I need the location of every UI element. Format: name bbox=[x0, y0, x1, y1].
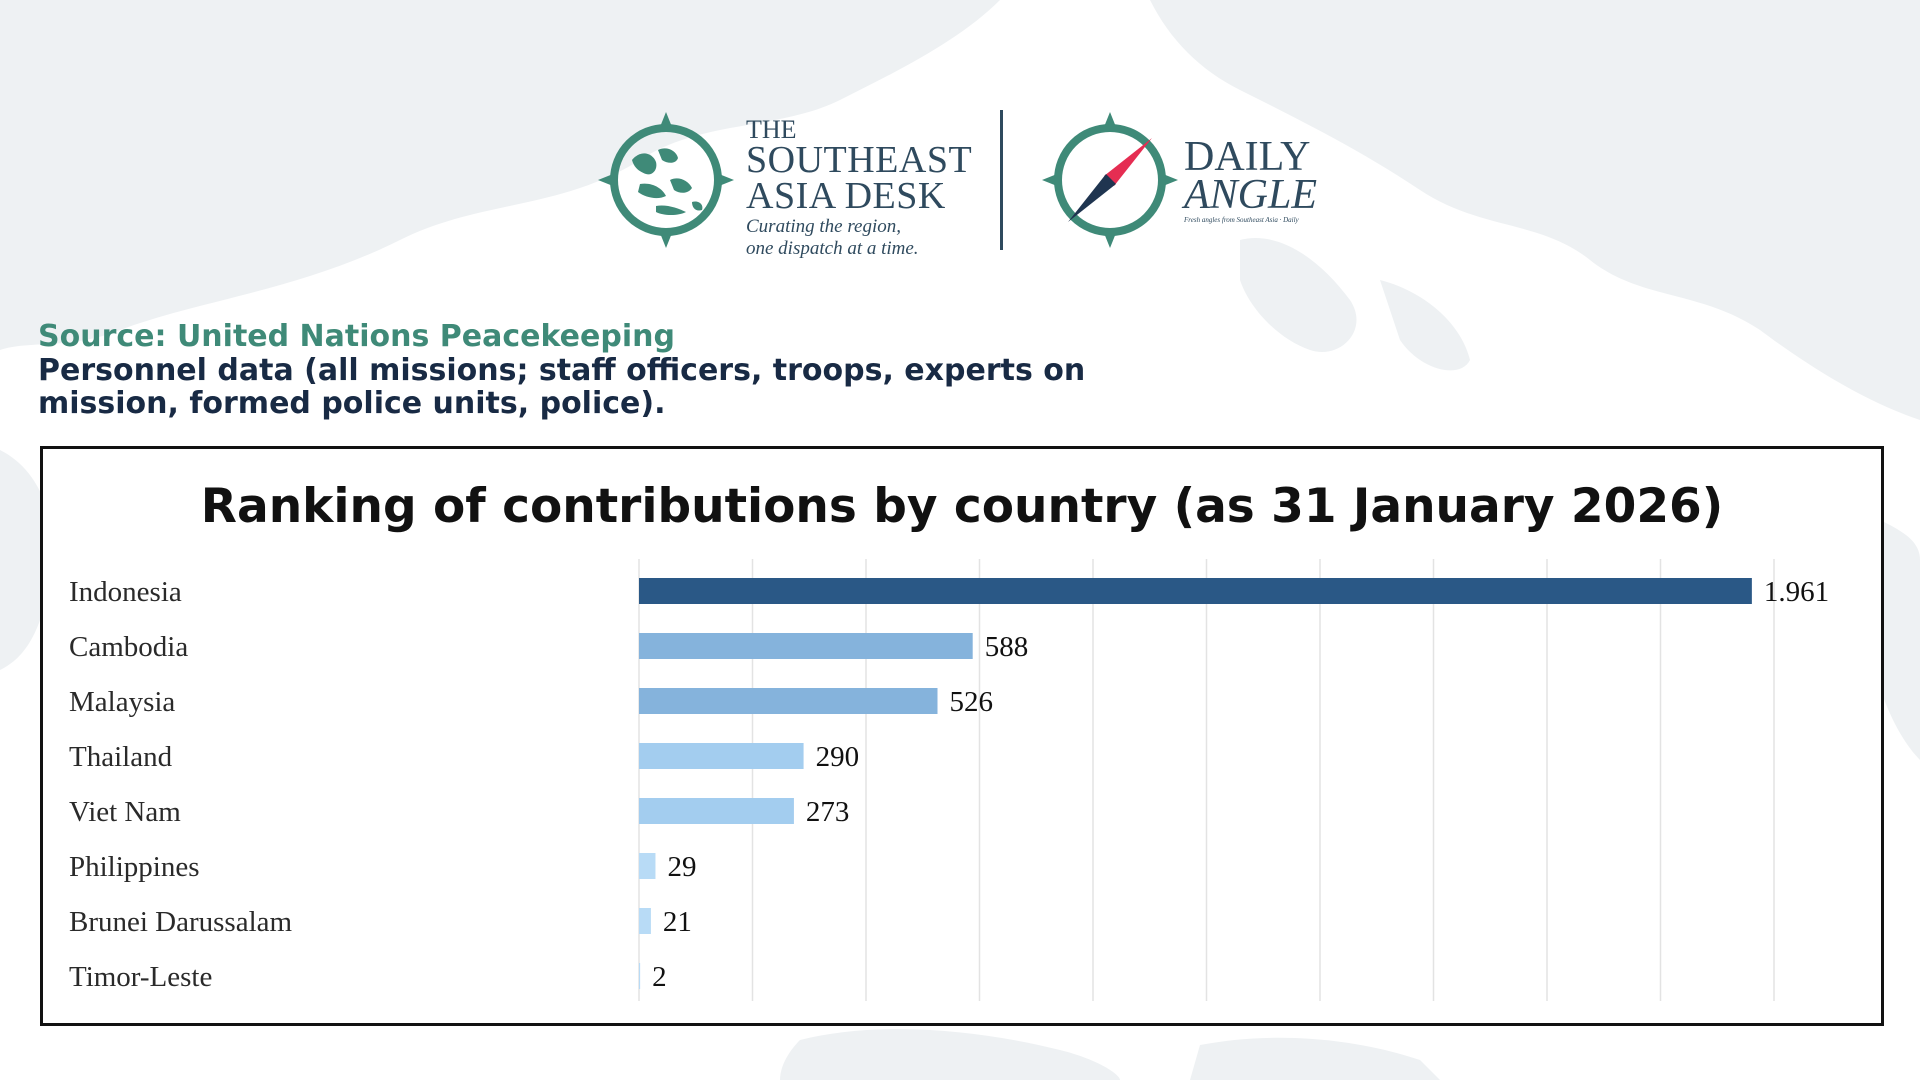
value-label: 29 bbox=[667, 851, 696, 883]
compass-needle-icon bbox=[1042, 112, 1178, 248]
category-label: Viet Nam bbox=[69, 796, 181, 828]
value-label: 2 bbox=[652, 961, 667, 993]
daily-angle-logo: DAILY ANGLE Fresh angles from Southeast … bbox=[1040, 108, 1340, 254]
logo-right-tagline: Fresh angles from Southeast Asia · Daily bbox=[1184, 216, 1299, 224]
source-description-line1: Personnel data (all missions; staff offi… bbox=[38, 353, 1086, 388]
logo-left-tagline2: one dispatch at a time. bbox=[746, 238, 919, 259]
logo-left-line1: THE bbox=[746, 115, 797, 144]
bar-timor-leste bbox=[639, 963, 641, 989]
category-label: Thailand bbox=[69, 741, 173, 773]
logo-left-tagline1: Curating the region, bbox=[746, 216, 901, 237]
value-label: 21 bbox=[663, 906, 692, 938]
chart-container: Ranking of contributions by country (as … bbox=[40, 446, 1884, 1026]
logo-right-line1: DAILY bbox=[1184, 134, 1311, 180]
chart-title: Ranking of contributions by country (as … bbox=[200, 479, 1724, 534]
category-label: Indonesia bbox=[69, 576, 182, 608]
value-label: 1.961 bbox=[1764, 576, 1829, 608]
bar-philippines bbox=[639, 853, 656, 879]
value-label: 588 bbox=[985, 631, 1028, 663]
source-label: Source: United Nations Peacekeeping bbox=[38, 319, 675, 354]
source-block: Source: United Nations Peacekeeping Pers… bbox=[38, 319, 1138, 421]
logo-bar: THE SOUTHEAST ASIA DESK Curating the reg… bbox=[596, 108, 1336, 258]
logo-right-line2: ANGLE bbox=[1184, 172, 1318, 218]
logo-left-line2: SOUTHEAST bbox=[746, 139, 973, 181]
category-label: Cambodia bbox=[69, 631, 188, 663]
bar-chart: Indonesia 1.961 Cambodia 588 Malaysia 526 Thai… bbox=[69, 559, 1829, 1001]
compass-globe-icon bbox=[598, 112, 734, 248]
value-label: 273 bbox=[806, 796, 850, 828]
southeast-asia-desk-logo: THE SOUTHEAST ASIA DESK Curating the reg… bbox=[596, 108, 996, 258]
category-label: Philippines bbox=[69, 851, 200, 883]
category-label: Brunei Darussalam bbox=[69, 906, 293, 938]
bar-malaysia bbox=[639, 688, 938, 714]
value-label: 526 bbox=[950, 686, 994, 718]
logo-left-line3: ASIA DESK bbox=[746, 175, 946, 217]
bar-brunei-darussalam bbox=[639, 908, 651, 934]
value-label: 290 bbox=[816, 741, 860, 773]
bar-cambodia bbox=[639, 633, 973, 659]
logo-divider bbox=[1000, 110, 1003, 250]
bar-thailand bbox=[639, 743, 804, 769]
bar-viet-nam bbox=[639, 798, 794, 824]
source-description-line2: mission, formed police units, police). bbox=[38, 386, 666, 421]
category-label: Malaysia bbox=[69, 686, 175, 718]
category-label: Timor-Leste bbox=[69, 961, 212, 993]
bar-indonesia bbox=[639, 578, 1752, 604]
